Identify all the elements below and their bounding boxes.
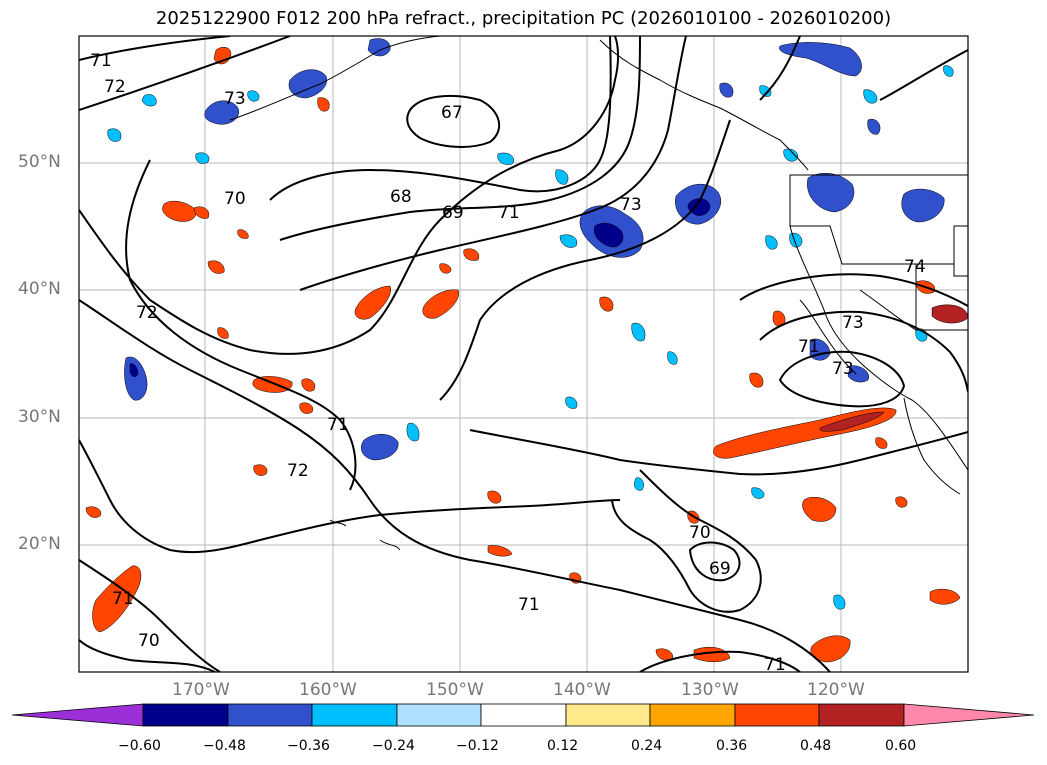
colorbar-tick-label: 0.36 [716,738,748,754]
contour-label: 69 [442,203,464,223]
colorbar-tick-label: −0.36 [287,738,330,754]
contour-label: 73 [842,313,864,333]
colorbar-segment [565,703,651,727]
colorbar-tick-label: 0.12 [547,738,579,754]
map-title: 2025122900 F012 200 hPa refract., precip… [155,8,892,29]
contour-label: 73 [224,89,246,109]
colorbar-extend-min [11,703,144,727]
coastlines [229,36,968,551]
contour-label: 68 [390,187,412,207]
lon-label: 150°W [426,680,484,700]
colorbar-segment [734,703,820,727]
contour-label: 71 [112,589,134,609]
contour-label: 69 [709,559,731,579]
colorbar-tick-label: 0.60 [885,738,917,754]
contour-label: 72 [104,77,126,97]
contour-label: 72 [136,303,158,323]
contour-label: 73 [832,359,854,379]
colorbar-tick-label: −0.60 [118,738,161,754]
contour-label: 71 [764,655,786,675]
lat-label: 20°N [18,534,61,554]
colorbar [11,703,1035,727]
contour-label: 71 [327,415,349,435]
contour-label: 71 [518,595,540,615]
precip-negative-patches [107,38,954,610]
colorbar-tick-label: −0.48 [203,738,246,754]
colorbar-tick-label: 0.24 [631,738,663,754]
contour-label: 70 [138,631,160,651]
contour-label: 70 [689,523,711,543]
colorbar-segment [396,703,482,727]
lat-label: 50°N [18,152,61,172]
contour-labels: 71 72 73 67 68 69 71 73 70 72 74 73 71 7… [90,51,926,675]
contour-label: 71 [498,203,520,223]
colorbar-segment [649,703,736,727]
contour-label: 71 [90,51,112,71]
contour-label: 72 [287,461,309,481]
contour-label: 67 [441,103,463,123]
colorbar-segment [142,703,229,727]
map-border [78,35,969,673]
colorbar-segment [311,703,398,727]
lon-label: 170°W [172,680,230,700]
colorbar-tick-label: 0.48 [800,738,832,754]
colorbar-segment [480,703,567,727]
colorbar-tick-label: −0.24 [372,738,415,754]
contour-label: 74 [904,257,926,277]
contour-label: 73 [620,195,642,215]
colorbar-extend-max [903,703,1035,727]
map-area [79,36,968,672]
contour-label: 70 [224,189,246,209]
colorbar-tick-label: −0.12 [456,738,499,754]
lon-label: 160°W [299,680,357,700]
refractivity-contours [79,36,968,672]
contour-label: 71 [798,337,820,357]
colorbar-segment [227,703,313,727]
lat-label: 40°N [18,279,61,299]
lon-label: 120°W [807,680,865,700]
lon-label: 130°W [681,680,739,700]
lon-label: 140°W [553,680,611,700]
colorbar-segment [818,703,905,727]
lat-label: 30°N [18,407,61,427]
